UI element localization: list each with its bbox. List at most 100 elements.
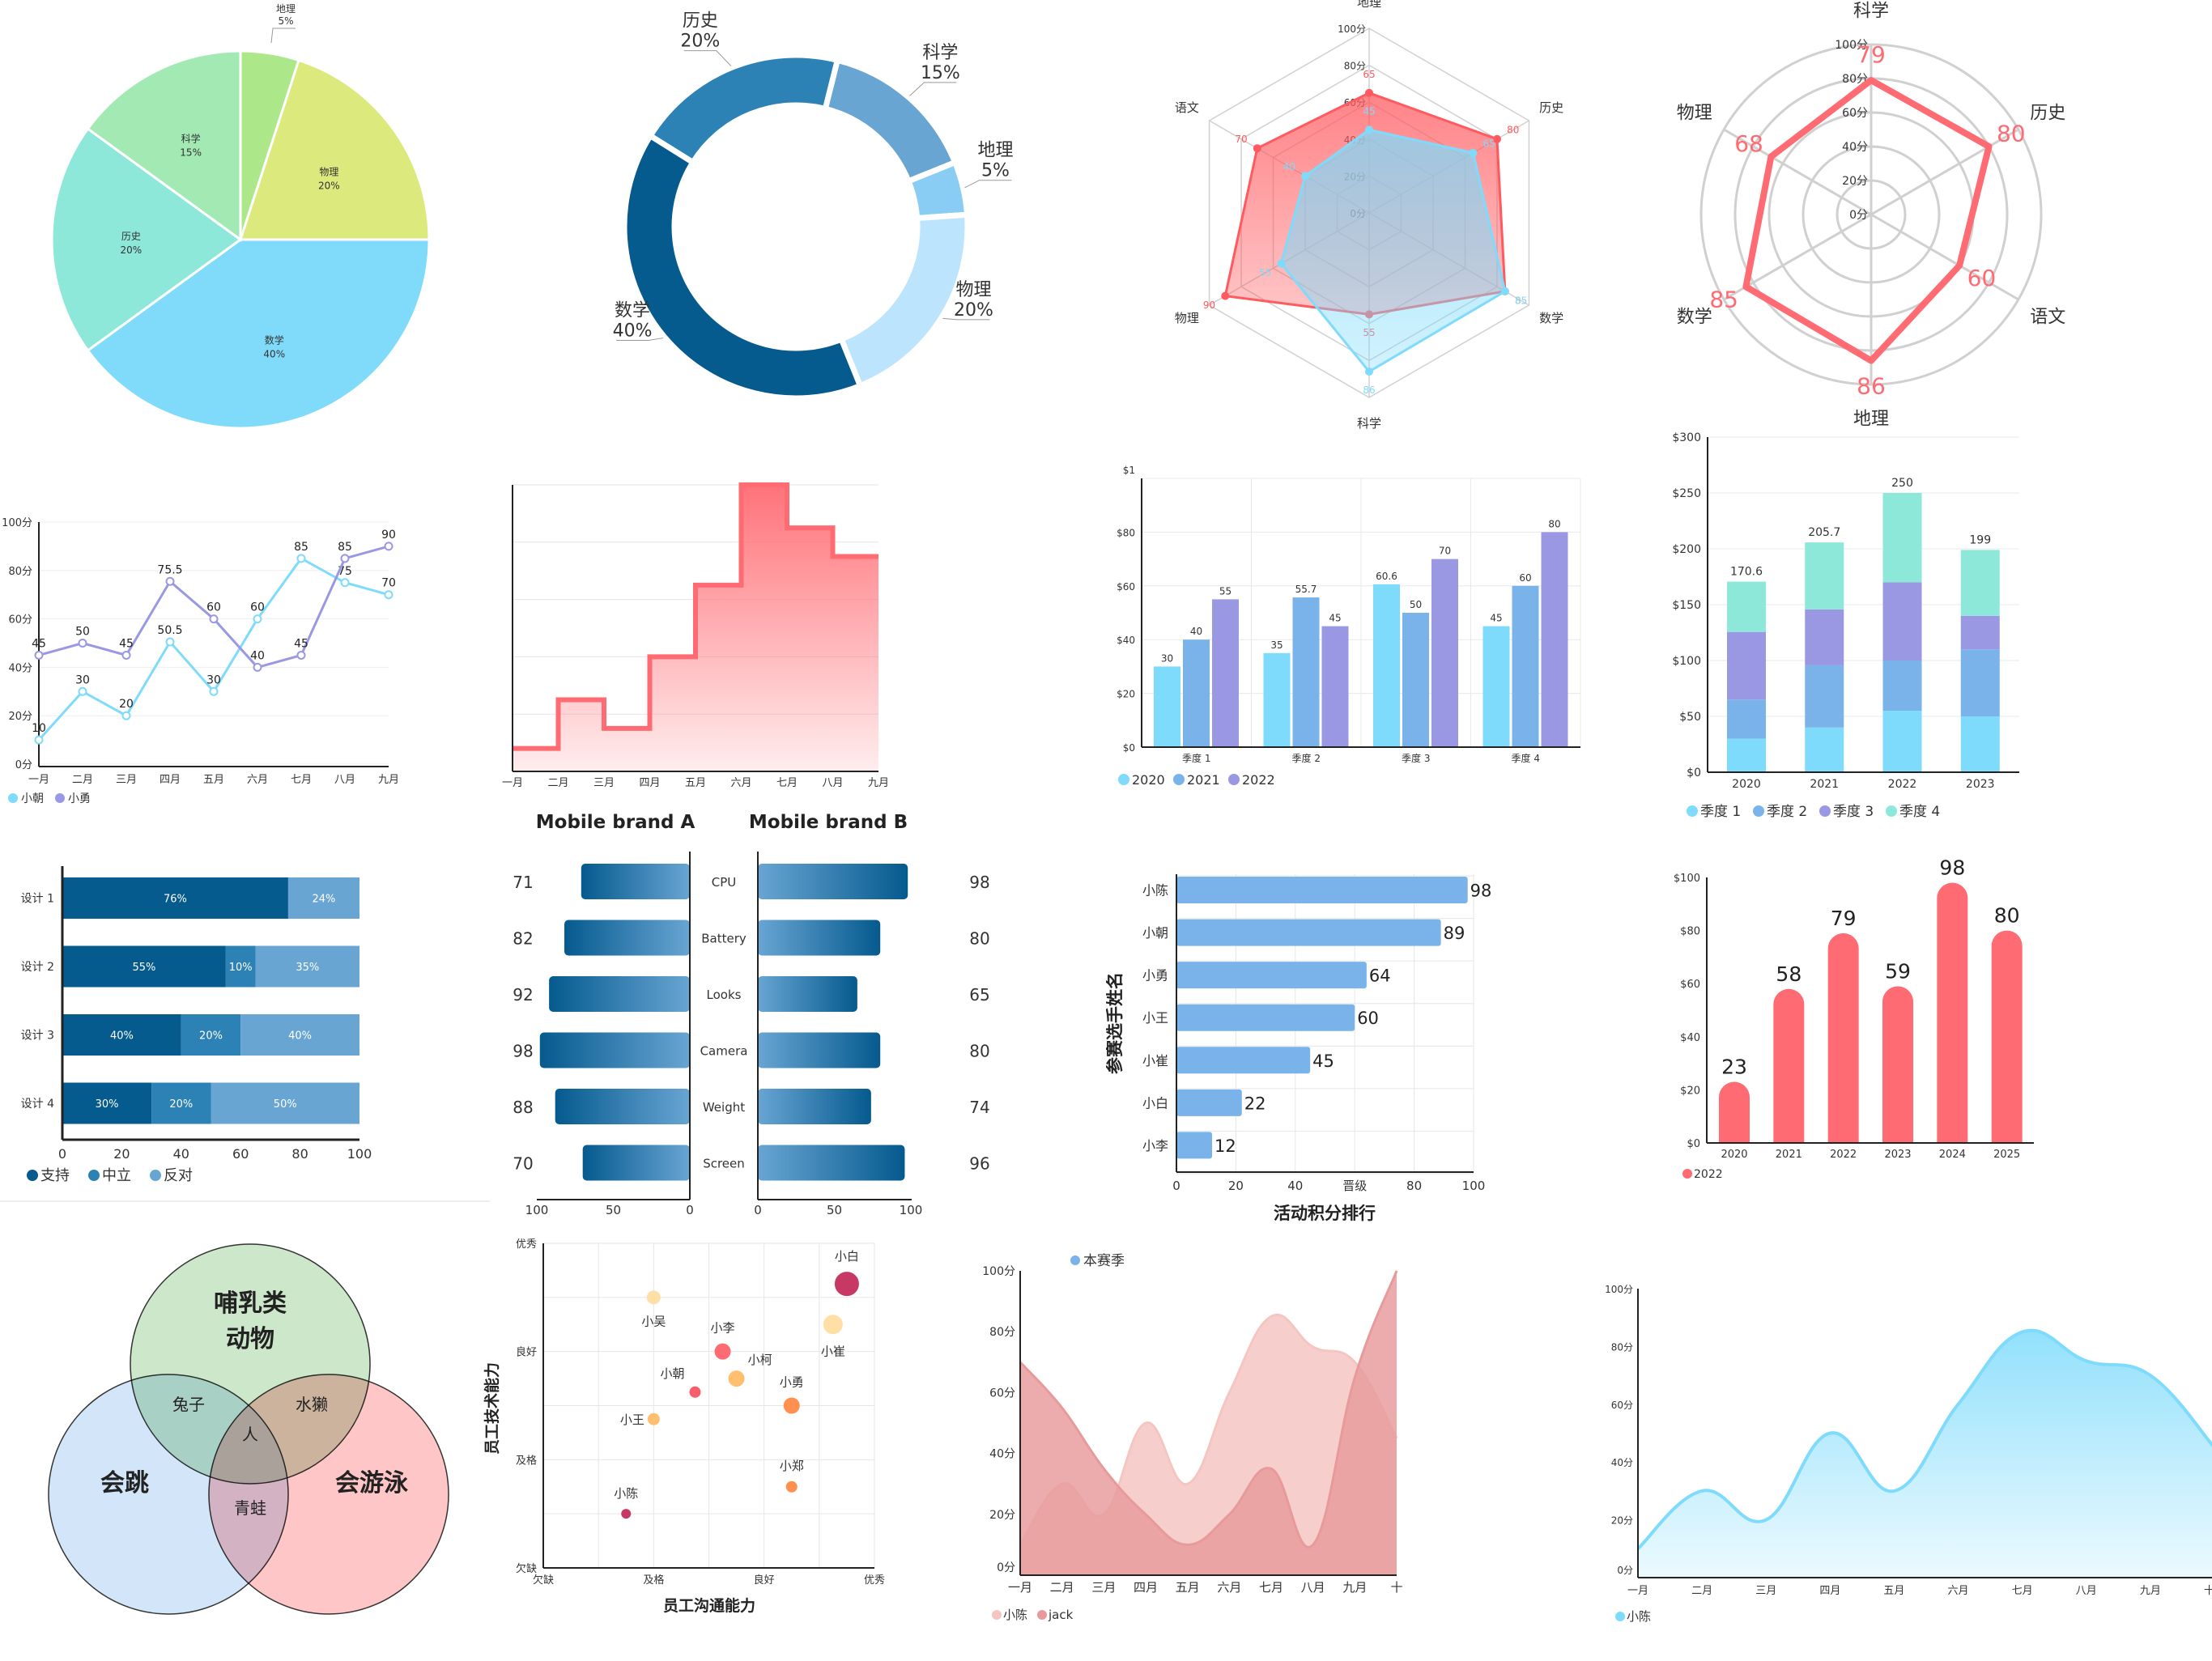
radar-point <box>1365 88 1373 97</box>
y-tick-label: 20分 <box>1611 1515 1633 1527</box>
y-tick-label: 60分 <box>8 614 32 627</box>
area-fill <box>1638 1330 2212 1578</box>
bubble-label: 小郑 <box>780 1459 804 1473</box>
value-brand-a: 92 <box>513 985 533 1005</box>
x-tick-label: 五月 <box>1883 1585 1904 1597</box>
x-tick-label: 100 <box>1462 1179 1486 1193</box>
segment-label: 40% <box>288 1030 312 1043</box>
divider <box>0 1200 490 1202</box>
pie-slice-label: 数学 <box>265 334 284 346</box>
x-tick-label: 晋级 <box>1342 1179 1367 1193</box>
radar-axis-label: 语文 <box>1175 100 1199 115</box>
legend-label: 2020 <box>1132 772 1165 788</box>
venn-set-label: 会跳 <box>100 1469 149 1497</box>
bar <box>1402 613 1429 747</box>
y-tick-label: 小崔 <box>1142 1053 1168 1068</box>
segment-label: 24% <box>313 894 336 906</box>
y-tick-label: 小朝 <box>1142 925 1168 941</box>
legend-marker <box>1886 805 1897 817</box>
bubble-label: 小勇 <box>780 1375 804 1390</box>
x-tick-label: 2020 <box>1721 1149 1747 1161</box>
bar <box>1176 919 1441 946</box>
data-label: 50 <box>1410 599 1422 610</box>
bubble-label: 小李 <box>711 1321 735 1336</box>
x-tick-label: 五月 <box>1176 1580 1200 1595</box>
legend-marker <box>1070 1255 1080 1265</box>
bar <box>1719 1081 1750 1143</box>
donut-slice-label: 地理 <box>978 141 1014 161</box>
legend-label: 2021 <box>1187 772 1220 788</box>
data-label: 22 <box>1244 1094 1266 1113</box>
segment-label: 35% <box>296 962 319 974</box>
bar-segment <box>1727 581 1766 632</box>
pie-slice <box>238 58 431 241</box>
data-label: 85 <box>294 541 308 554</box>
legend-marker <box>1037 1610 1047 1620</box>
data-label: 30 <box>1161 652 1173 664</box>
bar <box>1292 597 1320 747</box>
data-label: 45 <box>119 637 134 650</box>
y-tick-label: $100 <box>1672 655 1701 668</box>
value-brand-b: 74 <box>969 1098 989 1117</box>
radar-value-label: 65 <box>1482 138 1495 150</box>
radar-value-label: 45 <box>1363 106 1375 117</box>
data-point <box>121 711 131 720</box>
radar-axis-label: 历史 <box>2030 103 2065 123</box>
x-axis-title: 活动积分排行 <box>1274 1204 1376 1223</box>
line-chart: 0分 20分 40分 60分 80分 100分 一月 二月 三月 四月 五月 六月 七月 八月 九月 10 30… <box>0 453 486 818</box>
segment-label: 10% <box>229 962 253 974</box>
x-tick-label: 七月 <box>2012 1585 2033 1597</box>
donut-slice-label: 数学 <box>615 301 650 321</box>
data-point <box>165 637 175 647</box>
pie-slice-value: 40% <box>263 349 285 360</box>
data-label: 60 <box>206 601 221 614</box>
y-tick-label: 100分 <box>2 517 32 529</box>
butterfly-bar-chart: Mobile brand A Mobile brand B CPU 71 98 Batte… <box>502 801 1004 1222</box>
x-tick-label: 2023 <box>1884 1149 1911 1161</box>
venn-set-circle <box>208 1374 449 1615</box>
radar-point <box>1253 144 1261 153</box>
y-tick-label: 及格 <box>516 1454 537 1467</box>
bar-segment <box>1727 699 1766 739</box>
bar <box>1827 932 1859 1143</box>
radar-axis-label: 地理 <box>1357 0 1381 10</box>
bar-segment <box>1727 631 1766 700</box>
segment-label: 55% <box>132 962 155 974</box>
bar-brand-b <box>758 1032 881 1068</box>
data-label: 40 <box>250 649 265 662</box>
category-label: Screen <box>703 1157 745 1171</box>
legend-label: 小朝 <box>21 792 44 805</box>
bar <box>1176 1004 1355 1031</box>
y-tick-label: 小陈 <box>1142 883 1168 898</box>
pie-slice-value: 5% <box>278 15 293 27</box>
donut-slice-label: 物理 <box>955 280 991 300</box>
data-label: 80 <box>1548 518 1560 529</box>
data-point <box>34 650 44 660</box>
radar-point <box>1492 134 1501 143</box>
bar-brand-a <box>539 1032 690 1068</box>
x-tick-label: 一月 <box>1008 1580 1032 1595</box>
bar-brand-a <box>549 976 690 1012</box>
bar <box>1991 930 2023 1143</box>
x-tick-label: 季度 4 <box>1512 752 1540 764</box>
data-label: 58 <box>1776 962 1802 986</box>
data-label: 60 <box>250 601 265 614</box>
category-label: CPU <box>712 875 737 890</box>
x-tick-label: 二月 <box>72 774 93 786</box>
pie-leader-line <box>270 28 296 44</box>
radar-point <box>1277 259 1286 268</box>
data-point <box>34 735 44 745</box>
donut-slice-value: 15% <box>921 63 960 83</box>
x-tick-label: 九月 <box>378 774 399 786</box>
x-tick-label: 四月 <box>160 774 181 786</box>
y-tick-label: $0 <box>1687 1138 1700 1150</box>
x-tick-label: 季度 2 <box>1292 752 1321 764</box>
line-series <box>37 556 389 741</box>
radar-point <box>1365 367 1373 376</box>
total-label: 170.6 <box>1730 566 1763 579</box>
bar-segment <box>181 1014 241 1056</box>
radar-axis-label: 语文 <box>2030 307 2065 327</box>
value-brand-a: 82 <box>513 929 533 949</box>
right-tick-label: 100 <box>900 1203 923 1217</box>
x-tick-label: 80 <box>1406 1179 1422 1193</box>
